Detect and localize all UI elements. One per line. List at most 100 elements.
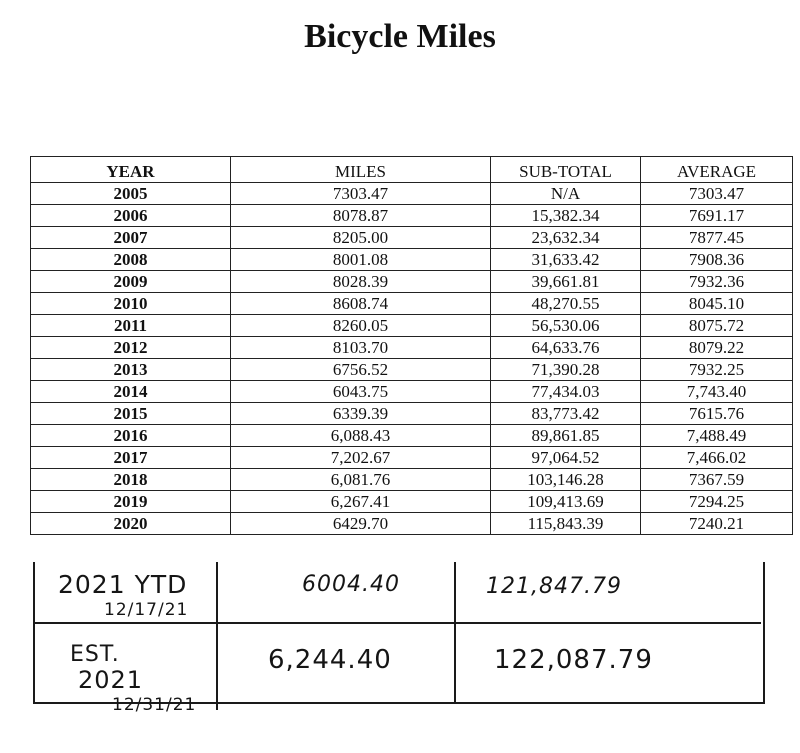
average-cell: 7932.36: [640, 270, 793, 293]
average-cell: 8075.72: [640, 314, 793, 337]
table-row: 2013 6756.52 71,390.28 7932.25: [30, 358, 793, 381]
handwritten-divider-col-2: [454, 562, 456, 702]
est-miles: 6,244.40: [268, 645, 392, 675]
year-header: YEAR: [30, 156, 231, 183]
subtotal-cell: 115,843.39: [490, 512, 641, 535]
subtotal-header: SUB-TOTAL: [490, 156, 641, 183]
est-date: 12/31/21: [112, 695, 197, 715]
year-cell: 2010: [30, 292, 231, 315]
subtotal-cell: 64,633.76: [490, 336, 641, 359]
table-row: 2007 8205.00 23,632.34 7877.45: [30, 226, 793, 249]
subtotal-cell: 97,064.52: [490, 446, 641, 469]
miles-cell: 8103.70: [230, 336, 491, 359]
subtotal-cell: 15,382.34: [490, 204, 641, 227]
average-cell: 8079.22: [640, 336, 793, 359]
year-cell: 2018: [30, 468, 231, 491]
subtotal-cell: 48,270.55: [490, 292, 641, 315]
year-cell: 2017: [30, 446, 231, 469]
table-row: 2012 8103.70 64,633.76 8079.22: [30, 336, 793, 359]
average-cell: 7615.76: [640, 402, 793, 425]
table-row: 2017 7,202.67 97,064.52 7,466.02: [30, 446, 793, 469]
average-cell: 7,466.02: [640, 446, 793, 469]
average-cell: 7908.36: [640, 248, 793, 271]
table-row: 2015 6339.39 83,773.42 7615.76: [30, 402, 793, 425]
table-row: 2010 8608.74 48,270.55 8045.10: [30, 292, 793, 315]
table-row: 2011 8260.05 56,530.06 8075.72: [30, 314, 793, 337]
miles-cell: 6,088.43: [230, 424, 491, 447]
average-cell: 7877.45: [640, 226, 793, 249]
miles-header: MILES: [230, 156, 491, 183]
average-cell: 7,488.49: [640, 424, 793, 447]
table-row: 2019 6,267.41 109,413.69 7294.25: [30, 490, 793, 513]
page-title: Bicycle Miles: [304, 18, 496, 55]
handwritten-divider-col-1: [216, 562, 218, 710]
year-cell: 2015: [30, 402, 231, 425]
year-cell: 2008: [30, 248, 231, 271]
average-cell: 7240.21: [640, 512, 793, 535]
handwritten-section: [33, 562, 765, 704]
miles-cell: 6043.75: [230, 380, 491, 403]
year-cell: 2007: [30, 226, 231, 249]
average-header: AVERAGE: [640, 156, 793, 183]
ytd-miles: 6004.40: [302, 572, 400, 597]
est-label-1: EST.: [70, 642, 120, 667]
table-row: 2014 6043.75 77,434.03 7,743.40: [30, 380, 793, 403]
year-cell: 2020: [30, 512, 231, 535]
handwritten-divider-row: [33, 622, 761, 624]
year-cell: 2012: [30, 336, 231, 359]
subtotal-cell: 31,633.42: [490, 248, 641, 271]
table-row: 2020 6429.70 115,843.39 7240.21: [30, 512, 793, 535]
year-cell: 2005: [30, 182, 231, 205]
miles-cell: 8078.87: [230, 204, 491, 227]
est-subtotal: 122,087.79: [494, 645, 653, 675]
miles-cell: 7303.47: [230, 182, 491, 205]
average-cell: 8045.10: [640, 292, 793, 315]
year-cell: 2009: [30, 270, 231, 293]
year-cell: 2019: [30, 490, 231, 513]
subtotal-cell: 103,146.28: [490, 468, 641, 491]
bicycle-miles-table: YEAR MILES SUB-TOTAL AVERAGE 2005 7303.47…: [30, 156, 793, 535]
miles-cell: 8205.00: [230, 226, 491, 249]
miles-cell: 8001.08: [230, 248, 491, 271]
miles-cell: 6429.70: [230, 512, 491, 535]
average-cell: 7691.17: [640, 204, 793, 227]
subtotal-cell: N/A: [490, 182, 641, 205]
subtotal-cell: 109,413.69: [490, 490, 641, 513]
year-cell: 2016: [30, 424, 231, 447]
subtotal-cell: 39,661.81: [490, 270, 641, 293]
miles-cell: 6,267.41: [230, 490, 491, 513]
table-row: 2008 8001.08 31,633.42 7908.36: [30, 248, 793, 271]
average-cell: 7,743.40: [640, 380, 793, 403]
miles-cell: 6,081.76: [230, 468, 491, 491]
year-cell: 2006: [30, 204, 231, 227]
miles-cell: 6339.39: [230, 402, 491, 425]
average-cell: 7367.59: [640, 468, 793, 491]
subtotal-cell: 89,861.85: [490, 424, 641, 447]
subtotal-cell: 77,434.03: [490, 380, 641, 403]
year-cell: 2013: [30, 358, 231, 381]
table-row: 2006 8078.87 15,382.34 7691.17: [30, 204, 793, 227]
year-cell: 2014: [30, 380, 231, 403]
table-row: 2018 6,081.76 103,146.28 7367.59: [30, 468, 793, 491]
subtotal-cell: 56,530.06: [490, 314, 641, 337]
est-label-2: 2021: [78, 666, 144, 694]
table-row: 2005 7303.47 N/A 7303.47: [30, 182, 793, 205]
ytd-date: 12/17/21: [104, 600, 189, 620]
table-row: 2016 6,088.43 89,861.85 7,488.49: [30, 424, 793, 447]
ytd-label: 2021 YTD: [58, 570, 188, 599]
subtotal-cell: 23,632.34: [490, 226, 641, 249]
average-cell: 7294.25: [640, 490, 793, 513]
miles-cell: 7,202.67: [230, 446, 491, 469]
average-cell: 7932.25: [640, 358, 793, 381]
miles-cell: 6756.52: [230, 358, 491, 381]
miles-cell: 8028.39: [230, 270, 491, 293]
miles-cell: 8608.74: [230, 292, 491, 315]
year-cell: 2011: [30, 314, 231, 337]
table-row: 2009 8028.39 39,661.81 7932.36: [30, 270, 793, 293]
ytd-subtotal: 121,847.79: [486, 574, 622, 599]
table-header-row: YEAR MILES SUB-TOTAL AVERAGE: [30, 156, 793, 183]
average-cell: 7303.47: [640, 182, 793, 205]
miles-cell: 8260.05: [230, 314, 491, 337]
subtotal-cell: 71,390.28: [490, 358, 641, 381]
subtotal-cell: 83,773.42: [490, 402, 641, 425]
